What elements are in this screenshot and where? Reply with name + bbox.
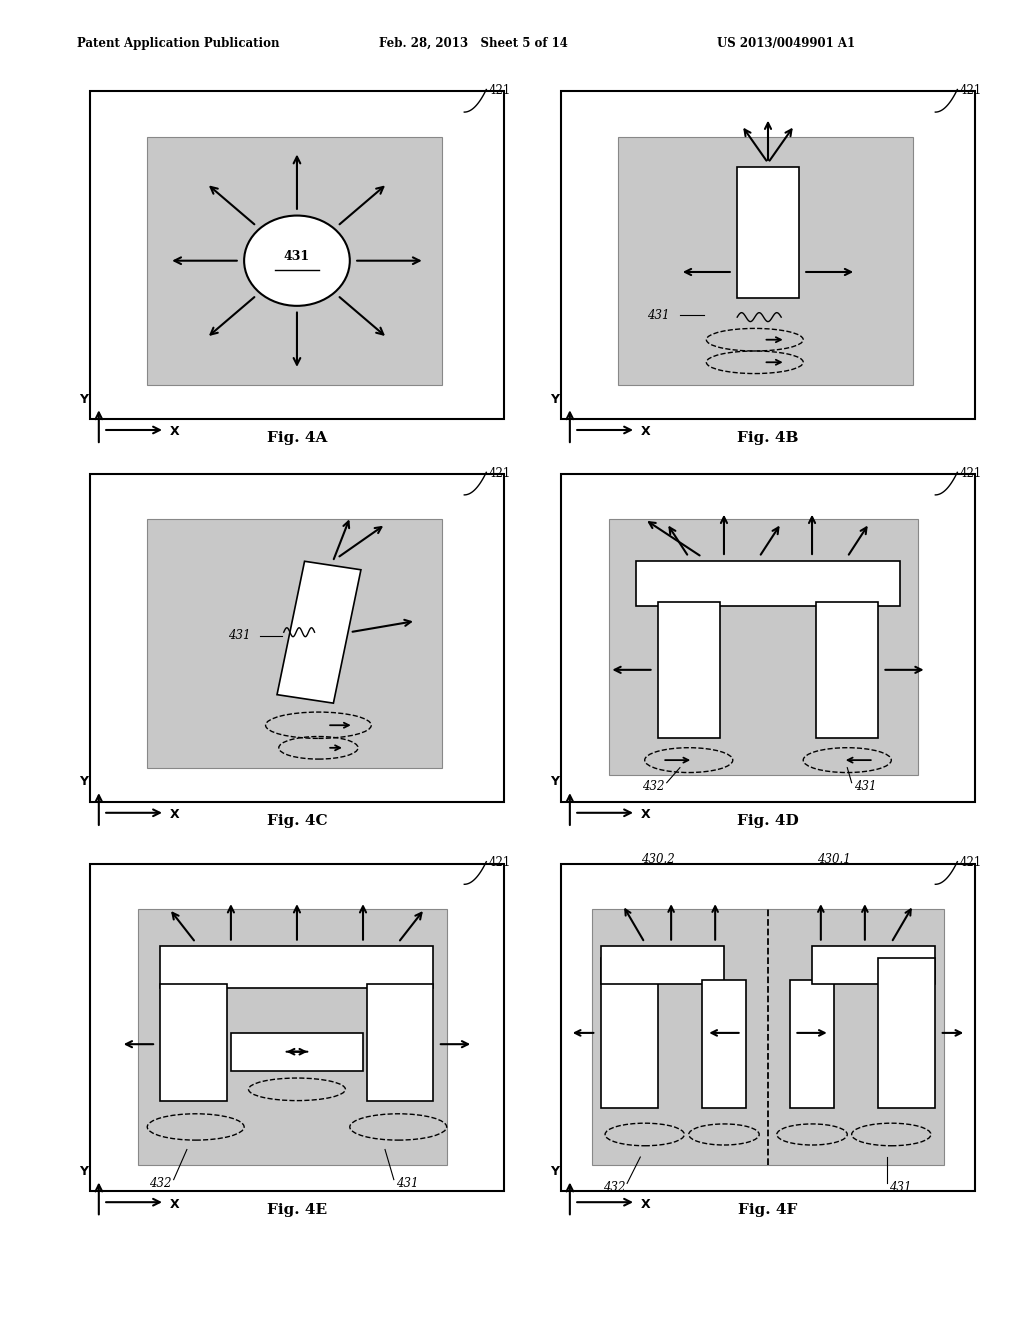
Text: 421: 421 bbox=[959, 467, 982, 479]
Text: Y: Y bbox=[79, 1164, 88, 1177]
Text: Fig. 4B: Fig. 4B bbox=[737, 432, 799, 445]
Text: 430.2: 430.2 bbox=[641, 853, 675, 866]
Bar bbox=[812, 946, 935, 983]
Text: 431: 431 bbox=[647, 309, 669, 322]
Text: 431: 431 bbox=[396, 1177, 418, 1189]
Bar bbox=[368, 983, 433, 1101]
Bar bbox=[90, 474, 504, 801]
Text: 432: 432 bbox=[642, 780, 665, 793]
Bar bbox=[231, 1032, 364, 1071]
Bar bbox=[90, 91, 504, 418]
Text: X: X bbox=[640, 1197, 650, 1210]
Bar bbox=[561, 474, 975, 801]
Text: Y: Y bbox=[79, 775, 88, 788]
Text: Y: Y bbox=[550, 392, 559, 405]
Bar bbox=[161, 983, 226, 1101]
Text: Fig. 4A: Fig. 4A bbox=[267, 432, 327, 445]
Bar bbox=[879, 958, 935, 1109]
Text: Y: Y bbox=[550, 775, 559, 788]
Text: X: X bbox=[169, 1197, 179, 1210]
Text: X: X bbox=[169, 808, 179, 821]
Bar bbox=[791, 981, 835, 1109]
Bar bbox=[609, 519, 918, 775]
Text: 432: 432 bbox=[603, 1180, 625, 1193]
Text: X: X bbox=[169, 425, 179, 438]
Text: 421: 421 bbox=[488, 84, 511, 96]
Bar bbox=[147, 136, 442, 385]
Text: Y: Y bbox=[79, 392, 88, 405]
Text: 430.1: 430.1 bbox=[817, 853, 851, 866]
Bar bbox=[601, 946, 724, 983]
Text: 421: 421 bbox=[488, 467, 511, 479]
Text: 431: 431 bbox=[854, 780, 877, 793]
Bar bbox=[592, 908, 944, 1164]
Bar bbox=[636, 561, 900, 606]
Text: 421: 421 bbox=[959, 857, 982, 869]
Text: 431: 431 bbox=[228, 630, 251, 643]
Text: 431: 431 bbox=[889, 1180, 911, 1193]
Bar bbox=[147, 519, 442, 768]
Bar bbox=[561, 91, 975, 418]
Text: 431: 431 bbox=[284, 251, 310, 264]
Text: Fig. 4D: Fig. 4D bbox=[737, 814, 799, 828]
Bar bbox=[90, 863, 504, 1191]
Text: Fig. 4F: Fig. 4F bbox=[738, 1204, 798, 1217]
Text: Fig. 4C: Fig. 4C bbox=[266, 814, 328, 828]
Bar bbox=[618, 136, 913, 385]
Text: US 2013/0049901 A1: US 2013/0049901 A1 bbox=[717, 37, 855, 50]
Bar bbox=[161, 946, 433, 987]
Text: 432: 432 bbox=[150, 1177, 172, 1189]
Text: X: X bbox=[640, 425, 650, 438]
Text: 421: 421 bbox=[488, 857, 511, 869]
Circle shape bbox=[244, 215, 350, 306]
Text: Fig. 4E: Fig. 4E bbox=[267, 1204, 327, 1217]
Text: Y: Y bbox=[550, 1164, 559, 1177]
Text: X: X bbox=[640, 808, 650, 821]
Bar bbox=[561, 863, 975, 1191]
Text: Patent Application Publication: Patent Application Publication bbox=[77, 37, 280, 50]
Bar bbox=[601, 958, 658, 1109]
Text: Feb. 28, 2013   Sheet 5 of 14: Feb. 28, 2013 Sheet 5 of 14 bbox=[379, 37, 567, 50]
Bar bbox=[702, 981, 745, 1109]
Bar bbox=[658, 602, 720, 738]
Bar bbox=[816, 602, 879, 738]
Bar bbox=[138, 908, 446, 1164]
Polygon shape bbox=[278, 561, 360, 704]
Text: 421: 421 bbox=[959, 84, 982, 96]
Bar bbox=[737, 166, 799, 298]
